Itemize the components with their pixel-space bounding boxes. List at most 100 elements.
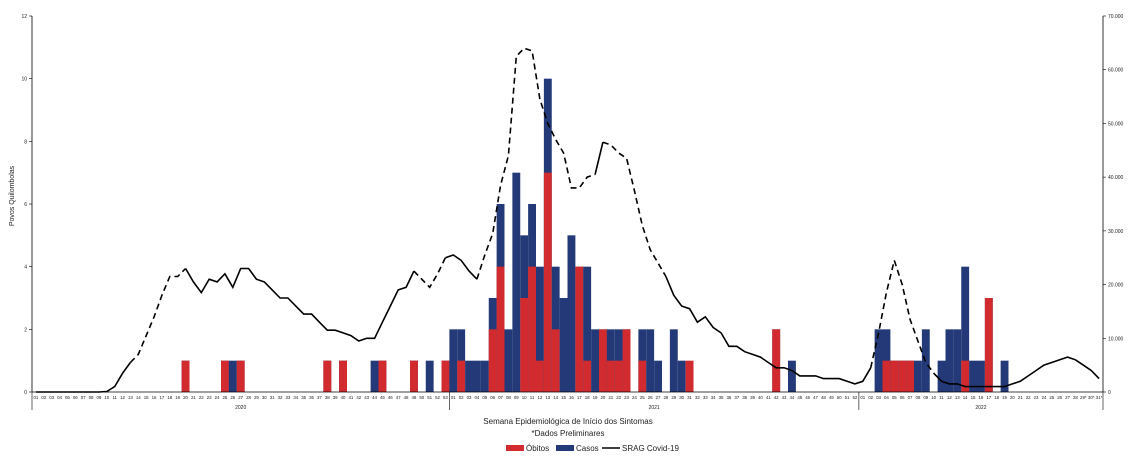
- bar-obitos: [520, 298, 529, 392]
- bar-obitos: [898, 360, 907, 392]
- x-tick-label: 43: [364, 395, 369, 400]
- x-tick-label: 08: [89, 395, 94, 400]
- x-tick-label: 04: [57, 395, 62, 400]
- x-tick-label: 27: [238, 395, 243, 400]
- x-tick-label: 26: [1057, 395, 1062, 400]
- x-tick-label: 08: [506, 395, 511, 400]
- x-axis-note: *Dados Preliminares: [532, 429, 605, 438]
- x-tick-label: 47: [396, 395, 401, 400]
- srag-line: [665, 276, 872, 385]
- y2-tick-label: 50.000: [1108, 121, 1124, 127]
- x-tick-label: 14: [136, 395, 141, 400]
- bar-obitos: [441, 360, 450, 392]
- x-tick-label: 36: [309, 395, 314, 400]
- y-tick-label: 6: [24, 202, 27, 208]
- x-tick-label: 35: [301, 395, 306, 400]
- x-tick-label: 03: [876, 395, 881, 400]
- x-tick-label: 27: [1065, 395, 1070, 400]
- srag-line: [476, 47, 596, 280]
- bar-obitos: [528, 266, 536, 392]
- year-label: 2022: [975, 405, 986, 411]
- x-tick-label: 12: [537, 395, 542, 400]
- bar-obitos: [378, 360, 387, 392]
- y2-tick-label: 70.000: [1108, 14, 1124, 20]
- bar-casos: [654, 360, 662, 392]
- bar-obitos: [961, 360, 970, 392]
- x-tick-label: 22: [616, 395, 621, 400]
- x-tick-label: 15: [144, 395, 149, 400]
- x-tick-label: 40: [341, 395, 346, 400]
- x-tick-label: 31: [687, 395, 692, 400]
- srag-line: [413, 257, 447, 289]
- x-tick-label: 24: [1041, 395, 1046, 400]
- x-tick-label: 09: [923, 395, 928, 400]
- x-tick-label: 02: [868, 395, 873, 400]
- bar-obitos: [551, 329, 560, 392]
- x-tick-label: 18: [994, 395, 999, 400]
- x-tick-label: 20: [183, 395, 188, 400]
- bar-casos: [473, 360, 481, 392]
- x-tick-label: 51: [427, 395, 432, 400]
- srag-line: [594, 142, 604, 175]
- srag-line: [184, 267, 415, 342]
- bar-obitos: [606, 360, 615, 392]
- x-tick-label: 02: [41, 395, 46, 400]
- x-tick-label: 24: [215, 395, 220, 400]
- x-tick-label: 36: [726, 395, 731, 400]
- y-tick-label: 10: [21, 77, 27, 83]
- x-tick-label: 04: [474, 395, 479, 400]
- x-tick-label: 42: [774, 395, 779, 400]
- x-tick-label: 25: [640, 395, 645, 400]
- x-tick-label: 29: [254, 395, 259, 400]
- x-tick-label: 25: [222, 395, 227, 400]
- bar-casos: [677, 360, 686, 392]
- x-tick-label: 28: [663, 395, 668, 400]
- x-tick-label: 16: [152, 395, 157, 400]
- x-tick-label: 31: [270, 395, 275, 400]
- legend-label-casos: Casos: [576, 444, 599, 453]
- x-tick-label: 17: [159, 395, 164, 400]
- bar-obitos: [685, 360, 694, 392]
- x-tick-label: 43: [782, 395, 787, 400]
- x-tick-label: 30: [679, 395, 684, 400]
- bar-obitos: [488, 329, 497, 392]
- legend-swatch-casos: [556, 445, 574, 451]
- x-tick-label: 29*: [1080, 395, 1087, 400]
- bar-obitos: [882, 360, 891, 392]
- x-tick-label: 14: [553, 395, 558, 400]
- x-tick-label: 11: [112, 395, 117, 400]
- x-tick-label: 28: [246, 395, 251, 400]
- x-tick-label: 37: [734, 395, 739, 400]
- x-tick-label: 50: [419, 395, 424, 400]
- legend-swatch-obitos: [506, 445, 524, 451]
- x-tick-label: 27: [656, 395, 661, 400]
- bar-obitos: [410, 360, 418, 392]
- x-tick-label: 52: [435, 395, 440, 400]
- srag-line: [35, 362, 132, 393]
- bar-casos: [449, 329, 458, 392]
- x-tick-label: 41: [766, 395, 771, 400]
- bar-obitos: [457, 360, 466, 392]
- bar-casos: [559, 298, 568, 392]
- y-tick-label: 2: [24, 327, 27, 333]
- x-tick-label: 44: [789, 395, 794, 400]
- y2-tick-label: 30.000: [1108, 229, 1124, 235]
- x-tick-label: 46: [805, 395, 810, 400]
- y-axis-label: Povos Quilombolas: [9, 165, 16, 226]
- x-tick-label: 01: [451, 395, 456, 400]
- x-tick-label: 05: [482, 395, 487, 400]
- x-tick-label: 18: [585, 395, 590, 400]
- x-tick-label: 07: [498, 395, 503, 400]
- x-tick-label: 14: [963, 395, 968, 400]
- bar-casos: [977, 360, 985, 392]
- y2-tick-label: 20.000: [1108, 283, 1124, 289]
- bar-obitos: [575, 266, 584, 392]
- x-tick-label: 26: [648, 395, 653, 400]
- y2-tick-label: 60.000: [1108, 68, 1124, 74]
- bar-obitos: [599, 329, 607, 392]
- x-tick-label: 15: [971, 395, 976, 400]
- x-tick-label: 13: [545, 395, 550, 400]
- bar-casos: [961, 266, 970, 392]
- x-tick-label: 01: [33, 395, 38, 400]
- bar-obitos: [638, 360, 647, 392]
